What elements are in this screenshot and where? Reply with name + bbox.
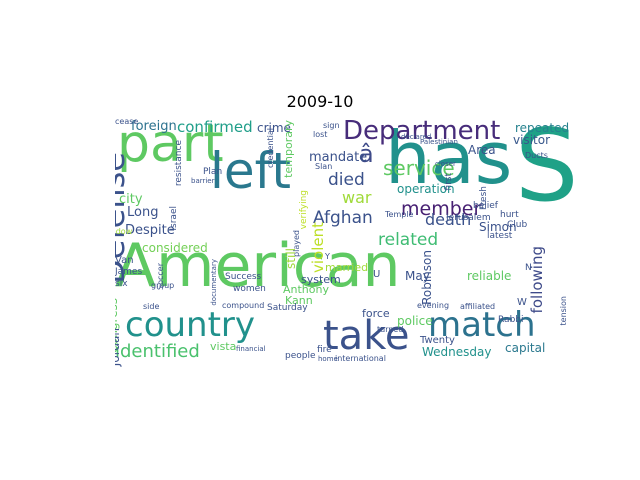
cloud-word: closer: [435, 160, 456, 168]
cloud-word: Club: [507, 220, 528, 230]
cloud-word: Despite: [125, 223, 175, 238]
cloud-word: group: [151, 281, 175, 290]
cloud-word: verifying: [299, 190, 309, 230]
cloud-word: Area: [468, 143, 496, 157]
cloud-word: S: [515, 118, 579, 224]
cloud-word: Rabbi: [498, 315, 524, 325]
cloud-word: visitor: [513, 133, 551, 147]
cloud-word: died: [328, 170, 365, 190]
cloud-word: Twenty: [420, 335, 455, 346]
cloud-word: affiliated: [460, 302, 496, 311]
cloud-word: violent: [309, 222, 327, 274]
cloud-word: force: [362, 307, 390, 320]
cloud-word: Ducts: [525, 151, 548, 160]
cloud-word: confirmed: [177, 118, 253, 136]
cloud-word: fire: [317, 345, 332, 355]
cloud-word: system: [301, 273, 341, 286]
cloud-word: declared: [401, 133, 432, 141]
cloud-word: following: [528, 246, 546, 314]
cloud-word: first: [444, 173, 454, 191]
cloud-word: still: [284, 248, 298, 269]
cloud-word: mandate: [309, 150, 368, 165]
cloud-word: Afghan: [313, 208, 373, 228]
cloud-word: member: [401, 198, 482, 220]
cloud-word: police: [397, 314, 433, 328]
cloud-word: Anthony: [283, 283, 329, 296]
cloud-word: Temple: [385, 210, 414, 219]
cloud-word: home: [318, 355, 338, 363]
cloud-word: Y: [325, 252, 330, 261]
cloud-word: sign: [323, 121, 340, 130]
chart-title: 2009-10: [286, 92, 354, 111]
cloud-word: N: [525, 263, 532, 273]
cloud-word: Meadow: [115, 227, 133, 236]
cloud-word: country: [125, 305, 256, 345]
cloud-word: Department: [343, 118, 501, 146]
cloud-word: tension: [559, 296, 568, 326]
cloud-word: Kann: [285, 294, 313, 307]
cloud-word: Long: [127, 205, 159, 220]
cloud-word: James: [115, 267, 143, 277]
cloud-word: crime: [257, 121, 291, 135]
cloud-word: reliable: [467, 269, 512, 283]
cloud-word: May: [405, 269, 430, 283]
cloud-word: resistance: [174, 140, 184, 187]
cloud-word: documentary: [210, 259, 218, 306]
cloud-word: death: [425, 210, 472, 229]
cloud-word: Fresh: [479, 186, 489, 210]
cloud-word: Palestinian: [420, 138, 458, 146]
cloud-word: Saturday: [267, 303, 308, 313]
cloud-word: capital: [505, 341, 546, 355]
cloud-word: part: [117, 118, 224, 174]
cloud-word: operation: [397, 182, 455, 196]
cloud-word: Slan: [315, 162, 333, 171]
cloud-word: Israel: [169, 206, 179, 231]
cloud-word: foreign: [131, 119, 177, 134]
cloud-word: married: [325, 261, 369, 274]
cloud-word: barrier: [191, 177, 215, 185]
cloud-word: U: [373, 269, 381, 280]
cloud-word: match: [428, 305, 536, 345]
cloud-word: service: [383, 156, 455, 180]
cloud-word: turned: [377, 325, 404, 334]
cloud-word: Success: [225, 272, 262, 282]
cloud-word: belief: [473, 201, 498, 211]
cloud-word: repeated: [515, 121, 570, 135]
cloud-word: compound: [222, 301, 265, 310]
cloud-word: Wednesday: [422, 345, 492, 359]
cloud-word: related: [378, 230, 439, 250]
cloud-word: credential: [266, 128, 275, 168]
cloud-word: left: [210, 142, 291, 200]
cloud-word: financial: [236, 345, 266, 353]
cloud-word: latest: [487, 231, 513, 241]
cloud-word: city: [119, 192, 143, 207]
cloud-word: war: [342, 188, 372, 207]
cloud-word: has: [385, 118, 513, 200]
cloud-word: â: [359, 140, 374, 168]
cloud-word: side: [143, 302, 160, 311]
cloud-word: American: [115, 231, 401, 301]
cloud-word: people: [285, 351, 316, 361]
cloud-word: women: [233, 284, 266, 294]
cloud-word: Jordan: [115, 328, 122, 367]
cloud-word: Plan: [203, 167, 223, 177]
cloud-word: Simon: [479, 220, 517, 234]
cloud-word: vista: [210, 340, 237, 353]
cloud-word: identified: [115, 341, 200, 362]
cloud-word: six: [115, 279, 128, 289]
cloud-word: hurt: [500, 210, 519, 220]
cloud-word: international: [335, 354, 386, 363]
cloud-word: Jerusalem: [446, 213, 491, 223]
cloud-word: lost: [313, 130, 328, 139]
cloud-word: evening: [417, 301, 450, 310]
cloud-word: take: [323, 313, 410, 359]
cloud-word: considered: [142, 241, 208, 255]
cloud-word: Van: [115, 255, 134, 266]
cloud-word: Soccer: [156, 263, 165, 290]
cloud-word: W: [517, 297, 527, 308]
cloud-word: temporary: [282, 120, 295, 178]
cloud-word: cease: [115, 118, 139, 126]
